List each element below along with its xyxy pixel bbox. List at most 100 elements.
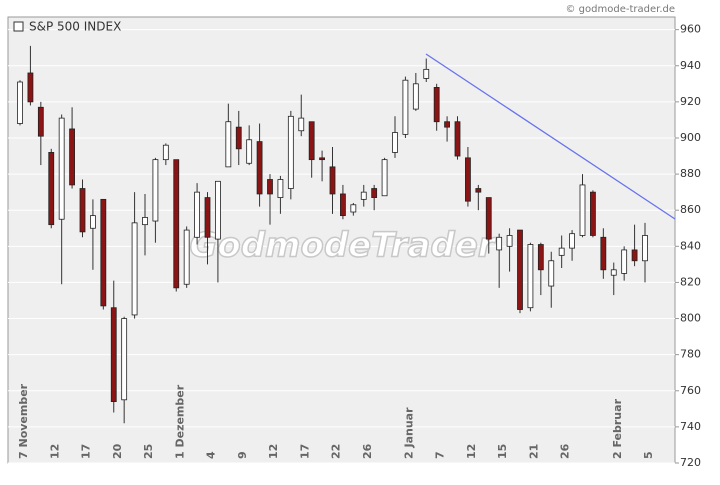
candle-body — [298, 117, 305, 132]
candle-body — [173, 159, 180, 289]
candle-body — [517, 229, 523, 310]
candle-body — [235, 126, 242, 150]
candle-body — [215, 180, 221, 240]
x-tick-label: 17 — [80, 444, 93, 459]
y-tick-label: 840 — [680, 239, 701, 252]
candle-body — [350, 204, 357, 213]
candles — [17, 45, 648, 424]
y-tick-label: 960 — [680, 23, 701, 36]
x-tick-label: 17 — [298, 444, 311, 459]
candle-body — [204, 197, 211, 238]
candle-body — [246, 139, 253, 164]
candle-body — [58, 117, 65, 220]
candle-body — [267, 179, 273, 195]
candle-body — [496, 236, 503, 251]
chart-title: S&P 500 INDEX — [29, 20, 121, 34]
candle-body — [381, 159, 388, 197]
candle-body — [527, 244, 534, 309]
candle-body — [256, 141, 263, 195]
y-tick-label: 940 — [680, 59, 701, 72]
candle-body — [465, 157, 471, 202]
candle-body — [475, 188, 482, 193]
x-tick-label: 9 — [236, 451, 249, 459]
candle-body — [506, 235, 513, 247]
y-tick-label: 780 — [680, 348, 701, 361]
candle-body — [329, 166, 336, 195]
candle-body — [548, 260, 555, 287]
candle-body — [131, 222, 138, 316]
candle-body — [319, 157, 325, 161]
candle-body — [444, 121, 450, 128]
candle-body — [412, 83, 419, 110]
candle-body — [142, 217, 148, 226]
x-tick-label: 26 — [361, 443, 374, 459]
candle-body — [579, 184, 586, 236]
candle-body — [90, 215, 96, 229]
candle-body — [392, 132, 398, 153]
candle-body — [79, 188, 86, 233]
y-tick-label: 720 — [680, 456, 701, 469]
x-tick-label: 7 — [434, 451, 447, 459]
x-tick-label: 7 November — [17, 383, 30, 459]
candle-body — [27, 72, 34, 103]
candle-body — [183, 229, 190, 285]
candle-body — [537, 244, 544, 271]
candle-body — [433, 87, 440, 123]
candle-body — [423, 68, 430, 79]
y-tick-label: 820 — [680, 275, 701, 288]
candle-body — [37, 106, 44, 137]
candle-body — [621, 249, 628, 274]
y-tick-label: 740 — [680, 420, 701, 433]
y-tick-label: 860 — [680, 203, 701, 216]
x-tick-label: 22 — [330, 444, 343, 459]
y-tick-label: 880 — [680, 167, 701, 180]
y-tick-label: 920 — [680, 95, 701, 108]
candle-body — [100, 198, 107, 307]
x-tick-label: 4 — [205, 451, 218, 459]
candle-body — [69, 128, 75, 186]
legend-box — [13, 21, 24, 32]
y-tick-label: 900 — [680, 131, 701, 144]
candle-body — [631, 249, 638, 262]
candle-body — [360, 191, 367, 200]
copyright: © godmode-trader.de — [566, 4, 676, 15]
candle-body — [485, 197, 492, 240]
y-tick-label: 800 — [680, 312, 701, 325]
x-tick-label: 12 — [48, 444, 61, 459]
candle-body — [642, 235, 648, 262]
candle-body — [308, 121, 315, 161]
candle-body — [340, 193, 346, 217]
x-tick-label: 2 Januar — [402, 407, 415, 459]
trend-line — [425, 53, 676, 220]
candle-body — [569, 233, 575, 249]
candle-body — [162, 144, 169, 161]
candle-body — [121, 318, 128, 401]
candle-body — [17, 81, 23, 124]
candle-body — [287, 115, 294, 189]
x-tick-label: 12 — [465, 444, 478, 459]
x-tick-label: 12 — [267, 444, 280, 459]
candle-body — [152, 159, 159, 222]
candle-body — [110, 307, 117, 403]
candle-body — [371, 188, 378, 198]
x-tick-label: 26 — [559, 443, 572, 459]
x-tick-label: 15 — [496, 444, 509, 459]
x-tick-label: 21 — [527, 444, 540, 459]
candle-body — [277, 179, 284, 198]
x-tick-label: 25 — [142, 444, 155, 459]
candle-body — [600, 236, 607, 271]
candle-body — [402, 79, 409, 135]
candle-body — [590, 191, 596, 236]
y-tick-label: 760 — [680, 384, 701, 397]
plot-area — [7, 16, 676, 464]
candle-body — [48, 152, 55, 226]
candle-body — [194, 191, 200, 238]
x-tick-label: 2 Februar — [611, 398, 624, 459]
x-tick-label: 20 — [111, 443, 124, 459]
x-tick-label: 1 Dezember — [173, 384, 186, 459]
candle-body — [558, 247, 565, 256]
watermark: GodmodeTrader — [189, 226, 496, 266]
grid — [8, 29, 675, 464]
x-tick-label: 5 — [642, 451, 655, 459]
